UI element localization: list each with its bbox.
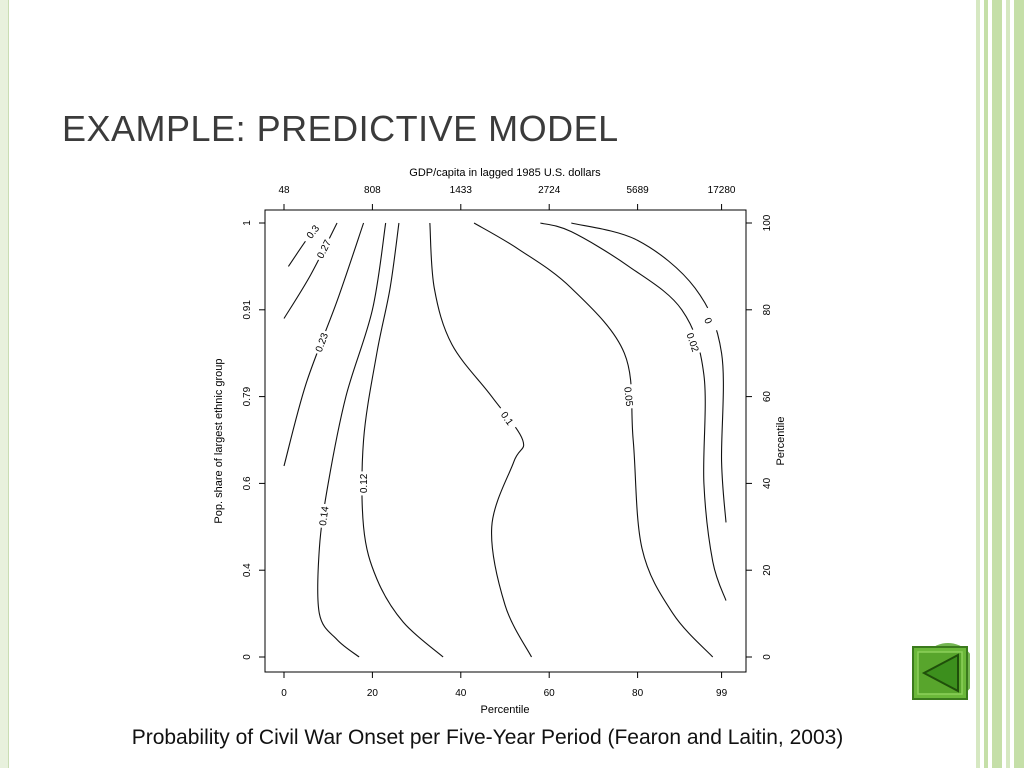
axis-ticks: 0 20 40 60 80 99 48 808 1433 2724 5689 17280 0 0.4 0.6… bbox=[242, 185, 773, 699]
bottom-axis-label: Percentile bbox=[481, 704, 530, 716]
right-tick-label: 40 bbox=[762, 477, 773, 489]
contour-level-label: 0.02 bbox=[684, 332, 701, 354]
contour-level-label: 0 bbox=[701, 316, 713, 326]
right-tick-label: 20 bbox=[762, 564, 773, 576]
right-frame-stripes bbox=[976, 0, 1024, 768]
contour-label-bg bbox=[357, 471, 370, 496]
contour-line bbox=[429, 222, 533, 658]
left-tick-label: 0.91 bbox=[242, 300, 253, 320]
right-tick-label: 80 bbox=[762, 304, 773, 316]
contour-line bbox=[540, 222, 727, 601]
contour-level-label: 0.1 bbox=[498, 410, 515, 428]
left-axis-label: Pop. share of largest ethnic group bbox=[213, 358, 225, 523]
contour-label-bg bbox=[316, 503, 332, 529]
left-tick-label: 0.4 bbox=[242, 563, 253, 577]
bottom-tick-label: 80 bbox=[632, 688, 644, 699]
contour-line bbox=[361, 222, 444, 658]
contour-lines: 0.30.27 0.23 0.14 0.12 0.1 0.05 0.020 bbox=[283, 218, 727, 658]
contour-level-label: 0.12 bbox=[359, 473, 370, 493]
contour-level-label: 0.05 bbox=[621, 386, 634, 407]
contour-level-label: 0.14 bbox=[318, 505, 332, 526]
contour-line bbox=[571, 222, 727, 523]
top-tick-label: 808 bbox=[364, 185, 381, 196]
right-tick-label: 60 bbox=[762, 391, 773, 403]
slide-title: EXAMPLE: PREDICTIVE MODEL bbox=[62, 108, 619, 149]
contour-line bbox=[283, 222, 365, 467]
top-axis-label: GDP/capita in lagged 1985 U.S. dollars bbox=[409, 167, 601, 179]
contour-level-label: 0.23 bbox=[314, 331, 331, 353]
left-tick-label: 0.6 bbox=[242, 476, 253, 490]
contour-label-bg bbox=[621, 384, 636, 410]
back-arrow-icon[interactable] bbox=[912, 643, 970, 701]
contour-label-bg bbox=[698, 307, 719, 335]
bottom-tick-label: 40 bbox=[455, 688, 467, 699]
slide-caption: Probability of Civil War Onset per Five-… bbox=[131, 726, 844, 749]
contour-line bbox=[283, 222, 338, 319]
contour-line bbox=[317, 222, 387, 658]
contour-label-bg bbox=[300, 218, 325, 245]
right-axis-label: Percentile bbox=[775, 417, 787, 466]
top-tick-label: 1433 bbox=[450, 185, 473, 196]
contour-level-label: 0.27 bbox=[315, 238, 334, 261]
contour-line bbox=[473, 222, 714, 658]
top-tick-label: 5689 bbox=[626, 185, 649, 196]
left-tick-label: 1 bbox=[242, 220, 253, 226]
contour-level-label: 0.3 bbox=[305, 223, 322, 241]
top-tick-label: 17280 bbox=[708, 185, 736, 196]
contour-line bbox=[287, 222, 320, 267]
plot-area-frame bbox=[264, 209, 747, 673]
left-frame-stripe bbox=[0, 0, 9, 768]
contour-label-bg bbox=[312, 235, 335, 263]
bottom-tick-label: 60 bbox=[544, 688, 556, 699]
right-tick-label: 0 bbox=[762, 654, 773, 660]
contour-label-bg bbox=[495, 405, 520, 432]
contour-label-bg bbox=[683, 329, 703, 356]
right-tick-label: 100 bbox=[762, 214, 773, 231]
bottom-tick-label: 0 bbox=[281, 688, 287, 699]
top-tick-label: 48 bbox=[278, 185, 290, 196]
bottom-tick-label: 99 bbox=[716, 688, 728, 699]
left-tick-label: 0.79 bbox=[242, 386, 253, 406]
bottom-tick-label: 20 bbox=[367, 688, 379, 699]
top-tick-label: 2724 bbox=[538, 185, 561, 196]
left-tick-label: 0 bbox=[242, 654, 253, 660]
contour-label-bg bbox=[311, 329, 332, 356]
